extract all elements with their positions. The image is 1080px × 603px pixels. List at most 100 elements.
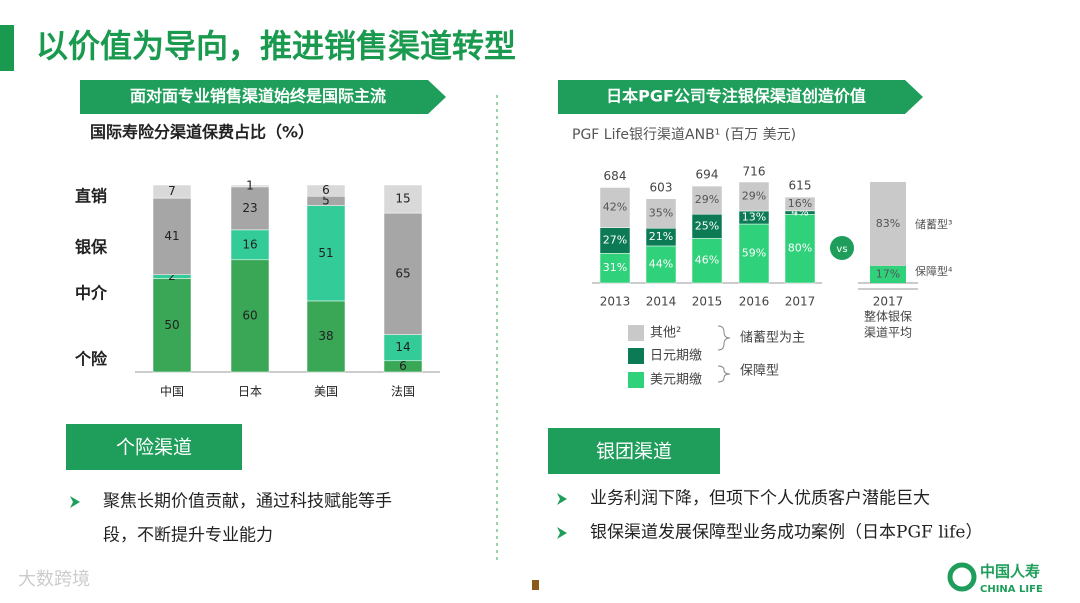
total-label: 684 bbox=[604, 169, 627, 183]
bar-segment bbox=[306, 184, 346, 197]
data-label: 27% bbox=[603, 233, 627, 246]
x-tick-label: 美国 bbox=[314, 385, 338, 399]
left-banner-bg bbox=[80, 80, 446, 114]
x-tick-label: 整体银保 bbox=[864, 309, 912, 324]
right-banner: 日本PGF公司专注银保渠道创造价值 bbox=[606, 87, 866, 106]
data-label: 5 bbox=[322, 193, 330, 207]
x-tick-label: 日本 bbox=[238, 385, 262, 399]
brace bbox=[717, 325, 731, 351]
bar-segment bbox=[383, 184, 423, 214]
data-label: 2 bbox=[168, 269, 176, 283]
bar-segment bbox=[645, 245, 677, 284]
logo-cn: 中国人寿 bbox=[980, 563, 1040, 581]
right-box-bg bbox=[548, 428, 720, 474]
data-label: 31% bbox=[603, 261, 627, 274]
bullet-text: 段，不断提升专业能力 bbox=[103, 526, 273, 546]
data-label: 29% bbox=[695, 193, 719, 206]
bar-segment bbox=[738, 181, 770, 212]
right-banner-bg bbox=[558, 80, 923, 114]
bar-segment bbox=[784, 214, 816, 284]
data-label: 17% bbox=[876, 267, 900, 280]
bar-segment bbox=[306, 300, 346, 373]
data-label: 38 bbox=[318, 329, 333, 343]
bar-segment bbox=[306, 205, 346, 302]
data-label: 42% bbox=[603, 201, 627, 214]
left-banner: 面对面专业销售渠道始终是国际主流 bbox=[130, 87, 386, 106]
series-label: 直销 bbox=[75, 187, 107, 206]
bar-segment bbox=[230, 184, 270, 188]
legend-group: 保障型 bbox=[740, 364, 779, 379]
title-accent bbox=[0, 25, 14, 71]
bar-segment bbox=[738, 223, 770, 284]
data-label: 6 bbox=[322, 183, 330, 197]
vs-text: vs bbox=[836, 244, 847, 255]
legend-group: 储蓄型为主 bbox=[740, 331, 805, 346]
legend-label: 美元期缴 bbox=[650, 373, 702, 388]
data-label: 13% bbox=[742, 211, 766, 224]
bar-segment bbox=[152, 184, 192, 199]
data-label: 44% bbox=[649, 257, 673, 270]
data-label: 16% bbox=[788, 197, 812, 210]
total-label: 716 bbox=[743, 165, 766, 179]
chart1-title: 国际寿险分渠道保费占比（%） bbox=[90, 123, 314, 142]
data-label: 46% bbox=[695, 254, 719, 267]
x-tick-label: 法国 bbox=[391, 385, 415, 399]
legend-swatch bbox=[628, 325, 644, 341]
x-tick-label: 2014 bbox=[646, 295, 677, 309]
bar-segment bbox=[870, 182, 906, 266]
brace bbox=[717, 365, 731, 383]
x-tick-label: 中国 bbox=[160, 384, 184, 399]
data-label: 83% bbox=[876, 217, 900, 230]
data-label: 7 bbox=[168, 184, 176, 198]
right-box: 银团渠道 bbox=[596, 441, 672, 463]
series-label: 中介 bbox=[75, 284, 108, 303]
bullet-text: 银保渠道发展保障型业务成功案例（日本PGF life） bbox=[590, 523, 982, 543]
bullet-arrow bbox=[70, 496, 80, 508]
data-label: 29% bbox=[742, 190, 766, 203]
x-tick-label: 2015 bbox=[692, 295, 723, 309]
x-tick-label: 2017 bbox=[873, 295, 904, 309]
bar-segment bbox=[230, 186, 270, 231]
legend-swatch bbox=[628, 348, 644, 364]
data-label: 1 bbox=[246, 178, 254, 192]
chart2-title: PGF Life银行渠道ANB¹ (百万 美元) bbox=[572, 127, 796, 143]
bar-segment bbox=[599, 187, 631, 228]
legend-label: 其他² bbox=[650, 326, 681, 341]
data-label: 21% bbox=[649, 230, 673, 243]
data-label: 41 bbox=[164, 229, 179, 243]
x-tick-label: 2013 bbox=[600, 295, 631, 309]
total-label: 694 bbox=[696, 168, 719, 182]
series-label: 银保 bbox=[75, 238, 108, 257]
legend-label: 日元期缴 bbox=[650, 349, 702, 364]
bar-segment bbox=[691, 238, 723, 284]
data-label: 25% bbox=[695, 219, 719, 232]
data-label: 59% bbox=[742, 247, 766, 260]
series-label: 个险 bbox=[74, 350, 108, 369]
bar-segment bbox=[383, 334, 423, 362]
x-tick-label: 2017 bbox=[785, 295, 816, 309]
data-label: 6 bbox=[399, 359, 407, 373]
total-label: 603 bbox=[650, 180, 673, 194]
bar-segment bbox=[383, 212, 423, 335]
watermark: 大数跨境 bbox=[18, 569, 90, 590]
bullet-arrow bbox=[557, 493, 567, 505]
bar-segment bbox=[599, 227, 631, 254]
bar-segment bbox=[870, 265, 906, 283]
data-label: 14 bbox=[395, 340, 410, 354]
series-label: 保障型⁴ bbox=[915, 264, 953, 278]
bullet-text: 业务利润下降，但项下个人优质客户潜能巨大 bbox=[590, 489, 930, 509]
bar-segment bbox=[645, 198, 677, 229]
data-label: 23 bbox=[242, 201, 257, 215]
x-tick-label: 2016 bbox=[739, 295, 770, 309]
bullet-arrow bbox=[557, 527, 567, 539]
data-label: 15 bbox=[395, 192, 410, 206]
data-label: 16 bbox=[242, 237, 257, 251]
x-tick-label: 渠道平均 bbox=[864, 326, 912, 340]
page-marker bbox=[532, 580, 539, 590]
logo-en: CHINA LIFE bbox=[980, 584, 1043, 595]
series-label: 储蓄型³ bbox=[915, 217, 952, 231]
bar-segment bbox=[784, 196, 816, 212]
data-label: 65 bbox=[395, 266, 410, 280]
bar-segment bbox=[599, 253, 631, 284]
